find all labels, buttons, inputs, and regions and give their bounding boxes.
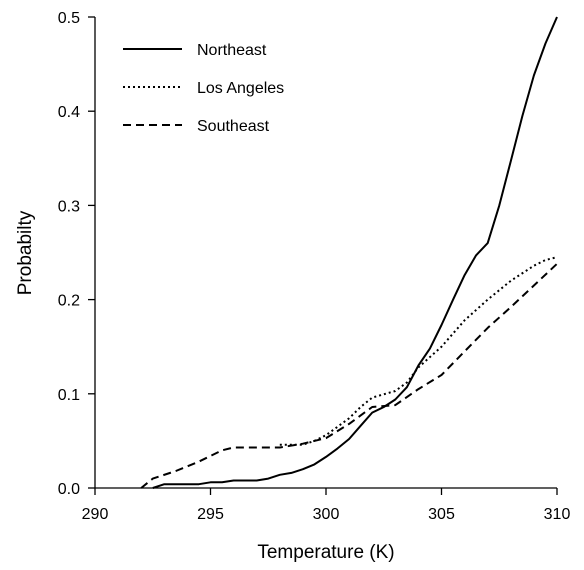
y-tick-label: 0.3: [58, 198, 80, 215]
series-line-southeast: [140, 263, 558, 489]
legend-label: Northeast: [197, 42, 267, 59]
legend: Northeast Los Angeles Southeast: [123, 42, 284, 135]
y-axis-title: Probabilty: [15, 210, 36, 295]
legend-label: Los Angeles: [197, 80, 284, 97]
legend-item-southeast: Southeast: [123, 118, 270, 135]
legend-item-los-angeles: Los Angeles: [123, 80, 284, 97]
legend-label: Southeast: [197, 118, 270, 135]
x-tick-label: 295: [197, 506, 224, 523]
series-lines: [140, 16, 558, 489]
y-tick-label: 0.2: [58, 293, 80, 310]
y-tick-label: 0.5: [58, 10, 80, 27]
x-tick-label: 300: [313, 506, 340, 523]
y-tick-label: 0.0: [58, 481, 80, 498]
x-tick-label: 310: [544, 506, 571, 523]
plot-axes: 290 295 300 305 310 0.0 0.1 0.2 0.3 0.4 0.5: [58, 10, 571, 523]
x-tick-label: 290: [82, 506, 109, 523]
y-tick-label: 0.1: [58, 387, 80, 404]
series-line-los-angeles: [279, 256, 558, 446]
x-tick-label: 305: [428, 506, 455, 523]
y-tick-label: 0.4: [58, 104, 80, 121]
series-line-northeast: [152, 16, 558, 489]
legend-item-northeast: Northeast: [123, 42, 267, 59]
x-axis-title: Temperature (K): [257, 542, 394, 563]
